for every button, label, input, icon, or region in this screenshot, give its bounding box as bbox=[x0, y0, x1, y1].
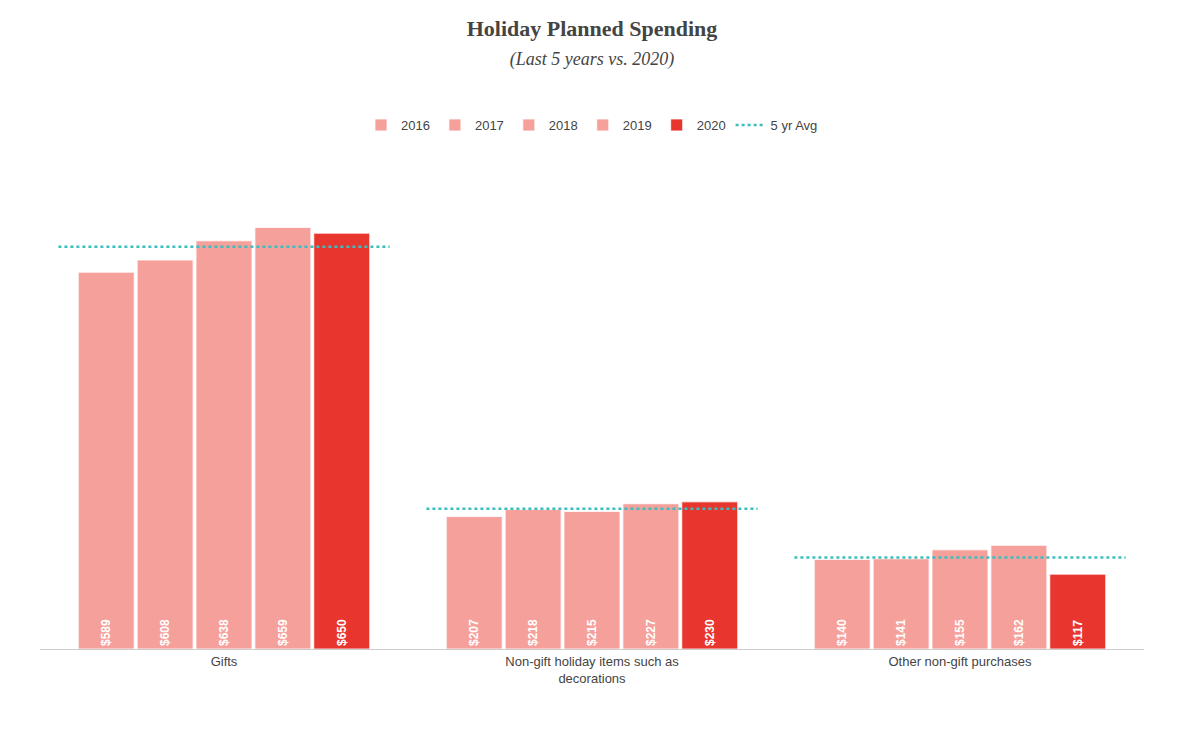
svg-text:$215: $215 bbox=[585, 619, 599, 646]
svg-text:$141: $141 bbox=[894, 619, 908, 646]
svg-text:$638: $638 bbox=[217, 619, 231, 646]
svg-text:$162: $162 bbox=[1012, 619, 1026, 646]
svg-text:Other non-gift purchases: Other non-gift purchases bbox=[888, 654, 1032, 669]
svg-text:5 yr Avg: 5 yr Avg bbox=[771, 118, 818, 133]
svg-text:$140: $140 bbox=[835, 619, 849, 646]
svg-text:Non-gift holiday items such as: Non-gift holiday items such asdecoration… bbox=[505, 654, 679, 686]
svg-text:$227: $227 bbox=[644, 619, 658, 646]
svg-text:$218: $218 bbox=[526, 619, 540, 646]
svg-text:2020: 2020 bbox=[697, 118, 726, 133]
svg-text:2018: 2018 bbox=[549, 118, 578, 133]
svg-text:$589: $589 bbox=[99, 619, 113, 646]
svg-text:2017: 2017 bbox=[475, 118, 504, 133]
svg-text:$659: $659 bbox=[276, 619, 290, 646]
svg-text:Holiday Planned Spending(Last: Holiday Planned Spending(Last 5 years vs… bbox=[467, 16, 718, 70]
svg-text:2019: 2019 bbox=[623, 118, 652, 133]
svg-text:$230: $230 bbox=[703, 619, 717, 646]
svg-text:$117: $117 bbox=[1071, 620, 1085, 646]
svg-text:$608: $608 bbox=[158, 619, 172, 646]
svg-text:2016: 2016 bbox=[401, 118, 430, 133]
svg-text:$155: $155 bbox=[953, 619, 967, 646]
svg-text:Gifts: Gifts bbox=[211, 654, 238, 669]
svg-text:$650: $650 bbox=[335, 619, 349, 646]
svg-text:$207: $207 bbox=[467, 619, 481, 646]
